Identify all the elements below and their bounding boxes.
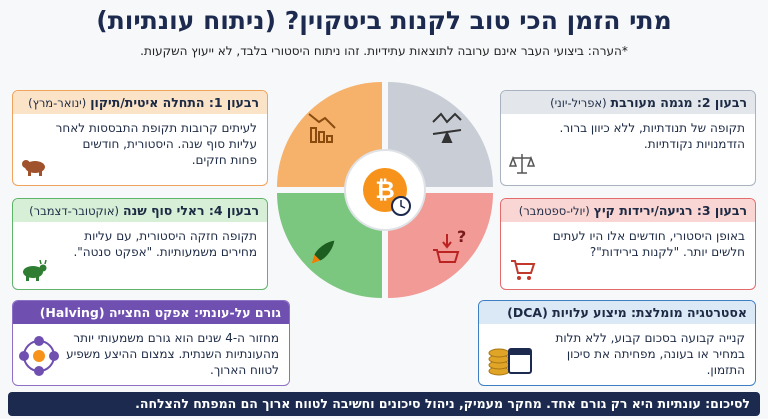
card-header: רבעון 3: רגיעה/ירידות קיץ (יולי-ספטמבר) (501, 199, 755, 222)
card-text: באופן היסטורי, חודשים אלו היו לעתים חלשי… (552, 229, 745, 260)
summary: לסיכום: עונתיות היא רק גורם אחד. מחקר מע… (8, 392, 760, 416)
bear-icon (22, 160, 45, 176)
title: מתי הזמן הכי טוב לקנות ביטקוין? (ניתוח ע… (96, 6, 672, 35)
card-period: (אפריל-יוני) (550, 96, 607, 110)
factor-card: גורם על-עונתי: אפקט החצייה (Halving) מחז… (12, 300, 290, 386)
quarter-card: רבעון 4: ראלי סוף שנה (אוקטובר-דצמבר) תק… (12, 198, 268, 290)
coins-calendar-icon (488, 348, 532, 376)
card-period: (יולי-ספטמבר) (518, 204, 590, 218)
quarter-card: רבעון 2: מגמה מעורבת (אפריל-יוני) תקופה … (500, 90, 756, 186)
factor-card: אסטרטגיה מומלצת: מיצוע עלויות (DCA) קניי… (478, 300, 756, 386)
scale-icon (509, 154, 535, 174)
quarter-card: רבעון 3: רגיעה/ירידות קיץ (יולי-ספטמבר) … (500, 198, 756, 290)
card-header: רבעון 4: ראלי סוף שנה (אוקטובר-דצמבר) (13, 199, 267, 222)
rocket-icon (311, 240, 335, 264)
seesaw-icon (432, 112, 462, 143)
down-chart-icon (308, 113, 336, 143)
card-text: קנייה קבועה בסכום קבוע, ללא תלות במחיר א… (555, 331, 745, 378)
q3-segment (388, 193, 493, 298)
card-title: רבעון 2: מגמה מעורבת (610, 95, 747, 110)
card-title: רבעון 1: התחלה איטית/תיקון (90, 95, 259, 110)
season-wheel: ₿ ? (277, 82, 493, 298)
card-text: מחזור ה-4 שנים הוא גורם משמעותי יותר מהע… (66, 331, 279, 378)
note: *הערה: ביצועי העבר אינם ערובה לתוצאות עת… (140, 44, 628, 58)
cycle-icon (19, 336, 59, 376)
card-period: (ינואר-מרץ) (28, 96, 87, 110)
card-text: תקופה של תנודתיות, ללא כיוון ברור. הזדמנ… (559, 121, 745, 152)
card-title: גורם על-עונתי: אפקט החצייה (Halving) (13, 301, 289, 324)
cart-down-icon: ? (433, 227, 466, 263)
cart-icon (511, 260, 536, 280)
q1-segment (277, 82, 382, 187)
card-text: תקופה חזקה היסטורית, עם עליות מחירים משמ… (73, 229, 257, 260)
card-title: אסטרטגיה מומלצת: מיצוע עלויות (DCA) (479, 301, 755, 324)
card-text: לעיתים קרובות תקופת התבססות לאחר עליות ס… (55, 121, 257, 168)
card-title: רבעון 4: ראלי סוף שנה (122, 203, 259, 218)
card-header: רבעון 1: התחלה איטית/תיקון (ינואר-מרץ) (13, 91, 267, 114)
card-period: (אוקטובר-דצמבר) (29, 204, 119, 218)
bull-icon (23, 259, 47, 281)
quarter-card: רבעון 1: התחלה איטית/תיקון (ינואר-מרץ) ל… (12, 90, 268, 186)
q2-segment (388, 82, 493, 187)
card-header: רבעון 2: מגמה מעורבת (אפריל-יוני) (501, 91, 755, 114)
bitcoin-symbol: ₿ (375, 176, 395, 204)
svg-text:?: ? (457, 227, 466, 246)
card-title: רבעון 3: רגיעה/ירידות קיץ (593, 203, 747, 218)
